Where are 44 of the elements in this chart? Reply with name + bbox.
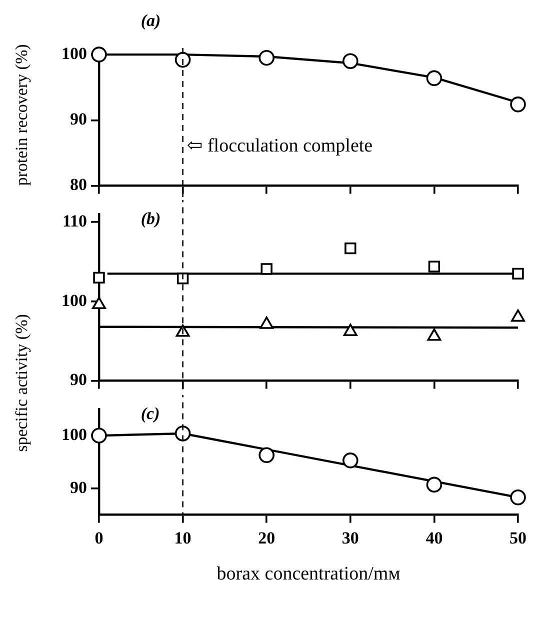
point [93, 272, 105, 284]
point [258, 447, 274, 464]
point [343, 324, 358, 336]
y-tick-label: 80 [70, 175, 87, 194]
point [344, 242, 356, 254]
point [342, 452, 358, 468]
annotation: ⇦ flocculation complete [186, 135, 373, 156]
y-axis-title: protein recovery (%) [12, 44, 32, 186]
chart-title: (b) [140, 209, 161, 228]
point [91, 428, 107, 444]
point [92, 296, 106, 310]
y-tick-label: 90 [70, 478, 87, 497]
x-tick-label: 30 [342, 528, 359, 548]
y-axis-title: specific activity (%) [12, 314, 32, 452]
y-tick-label: 110 [62, 212, 87, 231]
point [426, 70, 442, 86]
point [426, 476, 442, 493]
y-tick-label: 100 [62, 44, 87, 63]
point [512, 268, 524, 280]
point [91, 46, 107, 62]
point [510, 489, 526, 506]
x-tick-label: 40 [426, 528, 443, 548]
point [427, 328, 442, 341]
point [258, 50, 274, 66]
point [511, 309, 525, 322]
x-tick-label: 50 [510, 528, 526, 548]
chart-title: (c) [140, 404, 160, 424]
point [260, 316, 274, 329]
y-tick-label: 90 [70, 370, 87, 390]
point [174, 52, 191, 68]
point [260, 263, 272, 275]
chart-title: (a) [140, 11, 161, 30]
y-tick-label: 90 [70, 110, 87, 129]
y-tick-label: 100 [62, 290, 87, 310]
x-tick-label: 10 [174, 528, 192, 548]
point [510, 96, 526, 112]
y-tick-label: 100 [62, 424, 87, 444]
point [342, 53, 358, 70]
point [176, 272, 189, 284]
point [428, 260, 440, 272]
x-tick-label: 20 [258, 528, 276, 548]
x-axis-title: borax concentration/mᴍ [216, 564, 400, 585]
x-tick-label: 0 [94, 528, 104, 548]
point [174, 426, 191, 442]
